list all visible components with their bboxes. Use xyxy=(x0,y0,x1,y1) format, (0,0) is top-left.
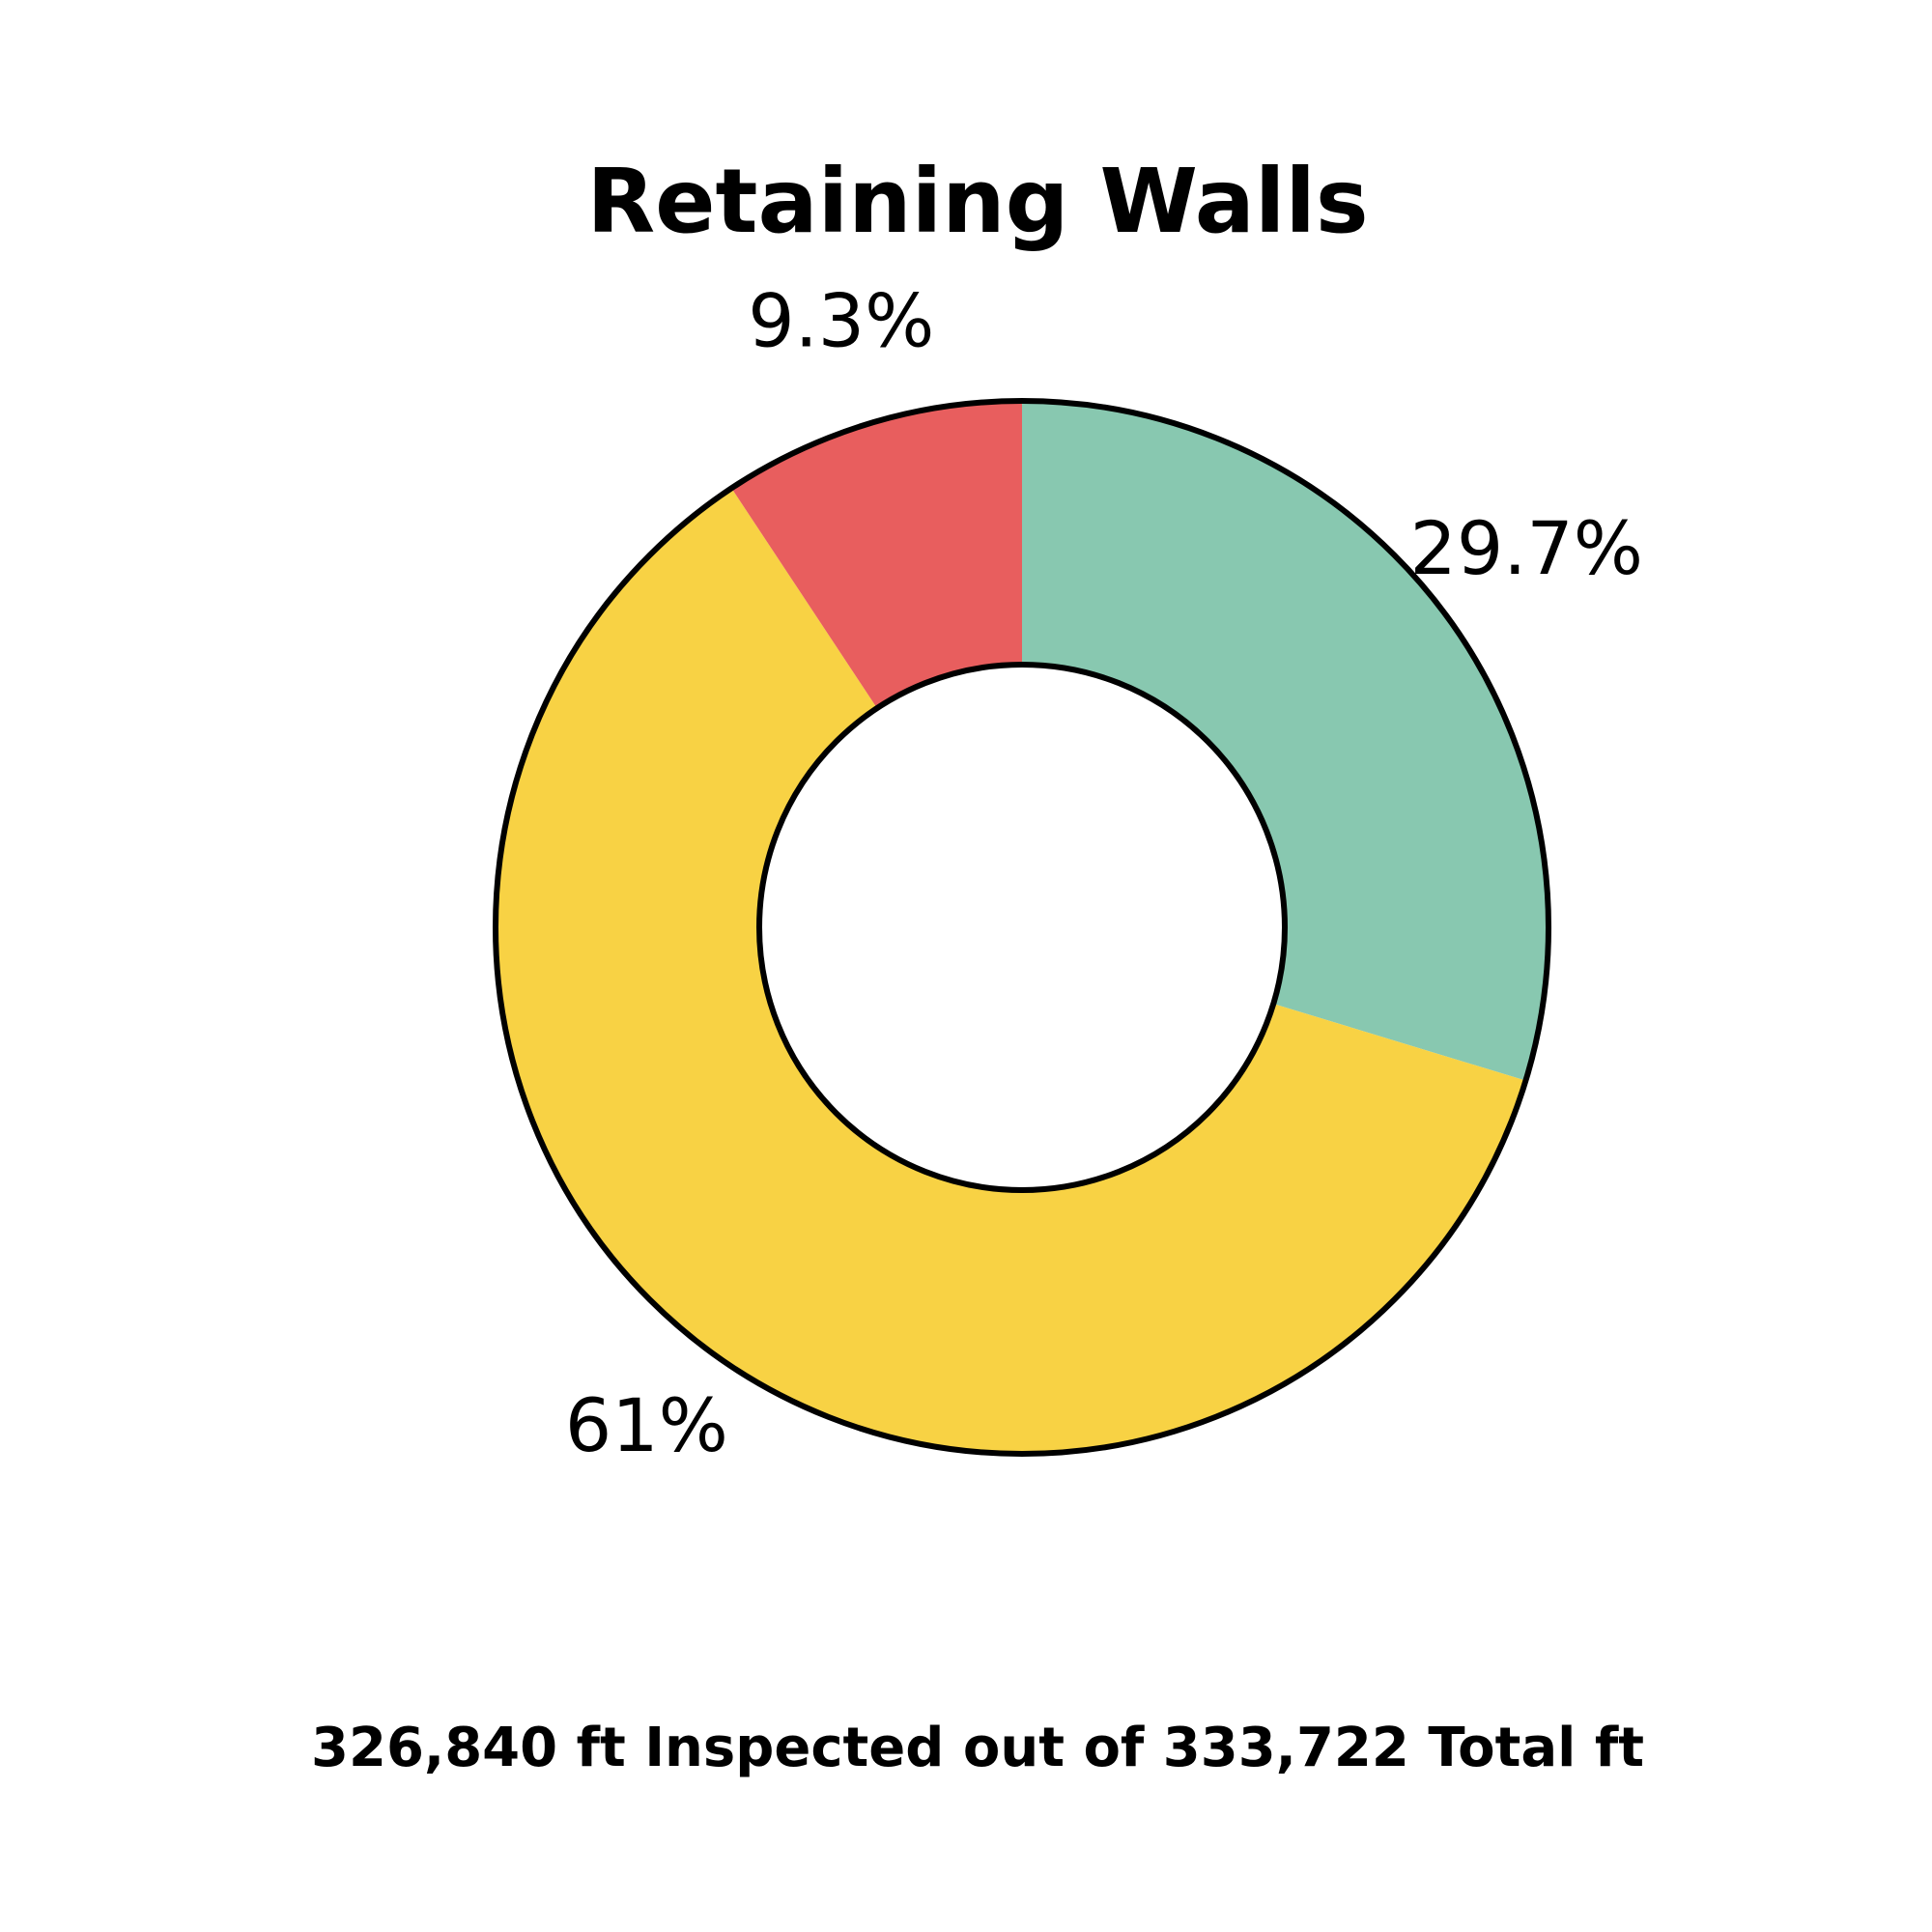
slice-label-2: 9.3% xyxy=(748,278,934,364)
outer-ring-outline xyxy=(493,398,1551,1457)
slice-label-0: 29.7% xyxy=(1410,505,1643,591)
donut-slice-2 xyxy=(731,401,1022,709)
donut-slice-1 xyxy=(496,488,1526,1454)
chart-footnote: 326,840 ft Inspected out of 333,722 Tota… xyxy=(311,1717,1644,1779)
slice-label-1: 61% xyxy=(565,1382,728,1468)
donut-hole xyxy=(756,662,1288,1193)
slice-labels: 29.7% 61% 9.3% xyxy=(565,278,1643,1468)
donut-slices xyxy=(496,401,1549,1454)
chart-title: Retaining Walls xyxy=(586,150,1368,253)
donut-slice-0 xyxy=(1022,401,1549,1081)
